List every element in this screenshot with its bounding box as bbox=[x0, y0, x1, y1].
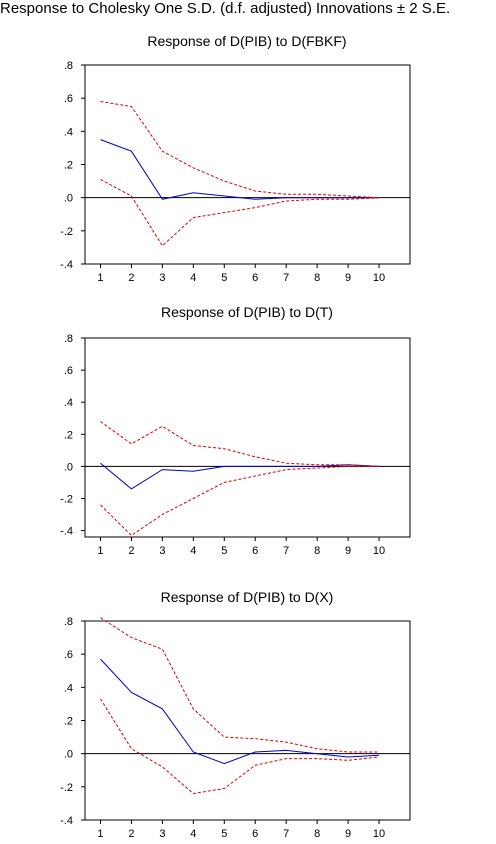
x-tick-label: 1 bbox=[97, 545, 103, 557]
plot-frame bbox=[84, 64, 411, 265]
y-tick-label: .0 bbox=[64, 749, 73, 761]
x-tick-label: 2 bbox=[128, 272, 134, 284]
y-tick-label: .0 bbox=[64, 193, 73, 205]
x-tick-label: 8 bbox=[314, 828, 320, 840]
x-tick-label: 10 bbox=[373, 272, 385, 284]
plot-frame bbox=[84, 620, 411, 821]
upper-band-line bbox=[100, 101, 380, 199]
x-tick-label: 10 bbox=[373, 545, 385, 557]
y-tick-label: .4 bbox=[64, 397, 73, 409]
y-tick-label: .0 bbox=[64, 461, 73, 473]
x-tick-label: 1 bbox=[97, 272, 103, 284]
y-tick-label: -.2 bbox=[60, 493, 73, 505]
y-tick-label: -.4 bbox=[60, 526, 73, 538]
x-tick-label: 2 bbox=[128, 828, 134, 840]
x-tick-label: 3 bbox=[159, 828, 165, 840]
lower-band-line bbox=[100, 178, 380, 247]
y-tick-label: -.4 bbox=[60, 259, 73, 271]
response-line bbox=[100, 462, 380, 490]
panel-fbkf: Response of D(PIB) to D(FBKF) .8 .6 .4 .2 .0… bbox=[60, 33, 411, 284]
response-line bbox=[100, 658, 380, 765]
x-tick-label: 6 bbox=[252, 272, 258, 284]
panel-x: Response of D(PIB) to D(X) .8 .6 .4 .2 .0 -.2… bbox=[60, 589, 411, 840]
panel-t: Response of D(PIB) to D(T) .8 .6 .4 .2 .0 -.2… bbox=[60, 304, 411, 557]
x-tick-label: 4 bbox=[190, 272, 196, 284]
y-tick-label: .8 bbox=[64, 616, 73, 628]
x-tick-label: 9 bbox=[345, 545, 351, 557]
y-tick-label: -.2 bbox=[60, 226, 73, 238]
y-tick-label: .2 bbox=[64, 429, 73, 441]
panel-title: Response of D(PIB) to D(FBKF) bbox=[147, 33, 346, 49]
x-tick-label: 9 bbox=[345, 828, 351, 840]
y-tick-label: .8 bbox=[64, 333, 73, 345]
x-tick-label: 4 bbox=[190, 545, 196, 557]
x-tick-label: 1 bbox=[97, 828, 103, 840]
x-tick-label: 9 bbox=[345, 272, 351, 284]
x-tick-label: 7 bbox=[283, 272, 289, 284]
y-tick-label: .2 bbox=[64, 716, 73, 728]
plot-area: .8 .6 .4 .2 .0 -.2 -.4 1 2 3 4 5 6 7 8 9 10 bbox=[60, 60, 411, 284]
y-tick-label: .8 bbox=[64, 60, 73, 72]
y-tick-label: .6 bbox=[64, 93, 73, 105]
lower-band-line bbox=[100, 465, 379, 537]
x-tick-label: 7 bbox=[283, 828, 289, 840]
panel-title: Response of D(PIB) to D(T) bbox=[161, 304, 333, 320]
y-tick-label: .6 bbox=[64, 365, 73, 377]
y-tick-label: .6 bbox=[64, 649, 73, 661]
panel-title: Response of D(PIB) to D(X) bbox=[161, 589, 334, 605]
y-tick-label: .4 bbox=[64, 682, 73, 694]
x-tick-label: 6 bbox=[252, 545, 258, 557]
main-title: Response to Cholesky One S.D. (d.f. adju… bbox=[0, 0, 451, 17]
plot-area: .8 .6 .4 .2 .0 -.2 -.4 1 2 3 4 5 6 7 8 9 10 bbox=[60, 616, 411, 840]
x-tick-label: 6 bbox=[252, 828, 258, 840]
x-tick-label: 3 bbox=[159, 545, 165, 557]
plot-area: .8 .6 .4 .2 .0 -.2 -.4 1 2 3 4 5 6 7 8 9 10 bbox=[60, 333, 411, 557]
lower-band-line bbox=[100, 698, 380, 795]
x-tick-label: 5 bbox=[221, 272, 227, 284]
x-tick-label: 3 bbox=[159, 272, 165, 284]
x-tick-label: 2 bbox=[128, 545, 134, 557]
plot-frame bbox=[84, 337, 411, 538]
upper-band-line bbox=[100, 421, 380, 467]
x-tick-label: 10 bbox=[373, 828, 385, 840]
upper-band-line bbox=[100, 617, 379, 753]
y-tick-label: .2 bbox=[64, 160, 73, 172]
y-tick-label: -.2 bbox=[60, 782, 73, 794]
y-tick-label: -.4 bbox=[60, 815, 73, 827]
y-tick-label: .4 bbox=[64, 126, 73, 138]
x-tick-label: 8 bbox=[314, 272, 320, 284]
x-tick-label: 8 bbox=[314, 545, 320, 557]
x-tick-label: 7 bbox=[283, 545, 289, 557]
response-line bbox=[100, 139, 379, 200]
x-tick-label: 4 bbox=[190, 828, 196, 840]
x-tick-label: 5 bbox=[221, 545, 227, 557]
x-tick-label: 5 bbox=[221, 828, 227, 840]
